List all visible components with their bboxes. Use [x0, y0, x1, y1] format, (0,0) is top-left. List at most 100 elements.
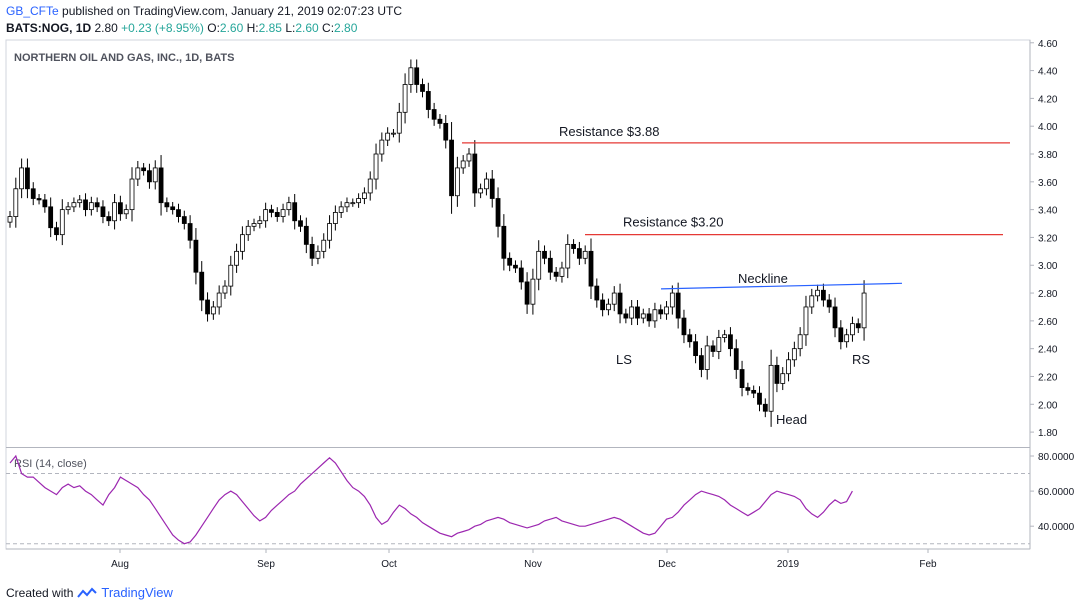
price-tick-label: 2.40 — [1038, 345, 1058, 356]
candle-body — [681, 317, 687, 336]
candle-body — [588, 250, 594, 287]
candle-body — [524, 281, 530, 305]
candle-body — [850, 323, 855, 336]
candle-body — [855, 323, 861, 329]
candle-body — [606, 303, 611, 311]
price-tick-label: 2.20 — [1038, 372, 1058, 383]
candle-body — [367, 178, 373, 194]
neckline-line — [660, 282, 903, 290]
candle-body — [362, 192, 367, 199]
price-tick-label: 2.60 — [1038, 317, 1058, 328]
candle-body — [513, 264, 518, 269]
candle-body — [478, 188, 484, 194]
candle-body — [356, 198, 362, 204]
candle-body — [751, 389, 757, 394]
candle-body — [112, 202, 117, 222]
time-tick-label: Feb — [919, 559, 937, 570]
brand-label[interactable]: TradingView — [101, 585, 173, 600]
candle-body — [425, 91, 431, 110]
candle-body — [437, 118, 443, 124]
candle-body — [664, 306, 669, 315]
time-tick-label: Sep — [257, 559, 275, 570]
candle-body — [239, 234, 245, 252]
candle-body — [77, 199, 83, 204]
candle-body — [565, 243, 571, 269]
candle-body — [640, 313, 646, 319]
time-tick-label: Dec — [658, 559, 676, 570]
candle-body — [164, 202, 170, 208]
candle-body — [315, 250, 321, 259]
candle-body — [94, 202, 100, 208]
ohlc-row: BATS:NOG, 1D 2.80 +0.23 (+8.95%) O:2.60 … — [6, 21, 357, 36]
rsi-tick-label: 40.0000 — [1038, 522, 1075, 533]
candle-body — [472, 153, 478, 194]
price-tick-label: 3.60 — [1038, 178, 1058, 189]
candle-body — [704, 345, 710, 370]
candle-body — [193, 239, 199, 273]
candle-body — [675, 292, 681, 319]
candle-body — [147, 170, 152, 183]
time-tick-label: 2019 — [777, 559, 800, 570]
candle-body — [141, 167, 147, 172]
price-tick-label: 3.20 — [1038, 233, 1058, 244]
candle-body — [594, 285, 600, 301]
candle-body — [832, 306, 838, 329]
right-shoulder-label: RS — [852, 352, 870, 367]
candle-body — [733, 348, 739, 370]
candle-body — [576, 248, 582, 259]
candle-body — [344, 202, 350, 208]
candle-body — [536, 250, 542, 280]
high-value: 2.85 — [258, 21, 282, 35]
candle-body — [65, 206, 71, 211]
candle-body — [350, 202, 356, 205]
candle-body — [757, 392, 762, 405]
candle-body — [187, 223, 193, 241]
last-price: 2.80 — [94, 21, 118, 35]
candle-body — [547, 257, 553, 273]
candle-body — [774, 364, 780, 384]
candle-body — [385, 132, 391, 141]
candle-body — [507, 257, 513, 266]
rsi-title: RSI (14, close) — [14, 458, 87, 470]
candle-body — [19, 167, 25, 190]
candle-body — [826, 299, 832, 308]
candle-body — [117, 202, 123, 215]
candle-body — [553, 271, 559, 277]
candle-body — [234, 250, 239, 266]
candle-body — [797, 334, 803, 350]
candle-body — [693, 341, 698, 357]
close-value: 2.80 — [334, 21, 358, 35]
candle-body — [454, 167, 460, 197]
candle-body — [420, 84, 425, 92]
candle-body — [129, 178, 135, 211]
price-tick-label: 1.80 — [1038, 428, 1058, 439]
head-label: Head — [776, 412, 807, 427]
candle-body — [623, 313, 629, 319]
candle-body — [669, 292, 675, 308]
published-text: published on TradingView.com, January 21… — [58, 4, 403, 18]
candle-body — [152, 167, 158, 183]
candle-body — [646, 313, 652, 322]
candle-body — [611, 292, 617, 305]
candle-body — [600, 299, 606, 311]
candle-body — [100, 206, 106, 217]
price-change: +0.23 (+8.95%) — [121, 21, 204, 35]
candle-body — [722, 334, 728, 338]
time-tick-label: Oct — [381, 559, 397, 570]
candle-body — [170, 206, 176, 211]
author-link[interactable]: GB_CFTe — [6, 4, 59, 18]
candle-body — [431, 109, 437, 120]
footer: Created with TradingView — [6, 585, 173, 600]
candle-body — [303, 225, 309, 245]
candle-body — [71, 202, 77, 208]
candle-body — [396, 111, 402, 134]
candle-body — [791, 348, 797, 361]
candle-body — [257, 220, 263, 224]
candle-body — [443, 123, 449, 141]
candle-body — [379, 139, 385, 155]
candle-body — [338, 206, 344, 213]
candle-body — [716, 337, 722, 352]
created-with-label: Created with — [6, 585, 74, 600]
candle-body — [414, 67, 420, 85]
